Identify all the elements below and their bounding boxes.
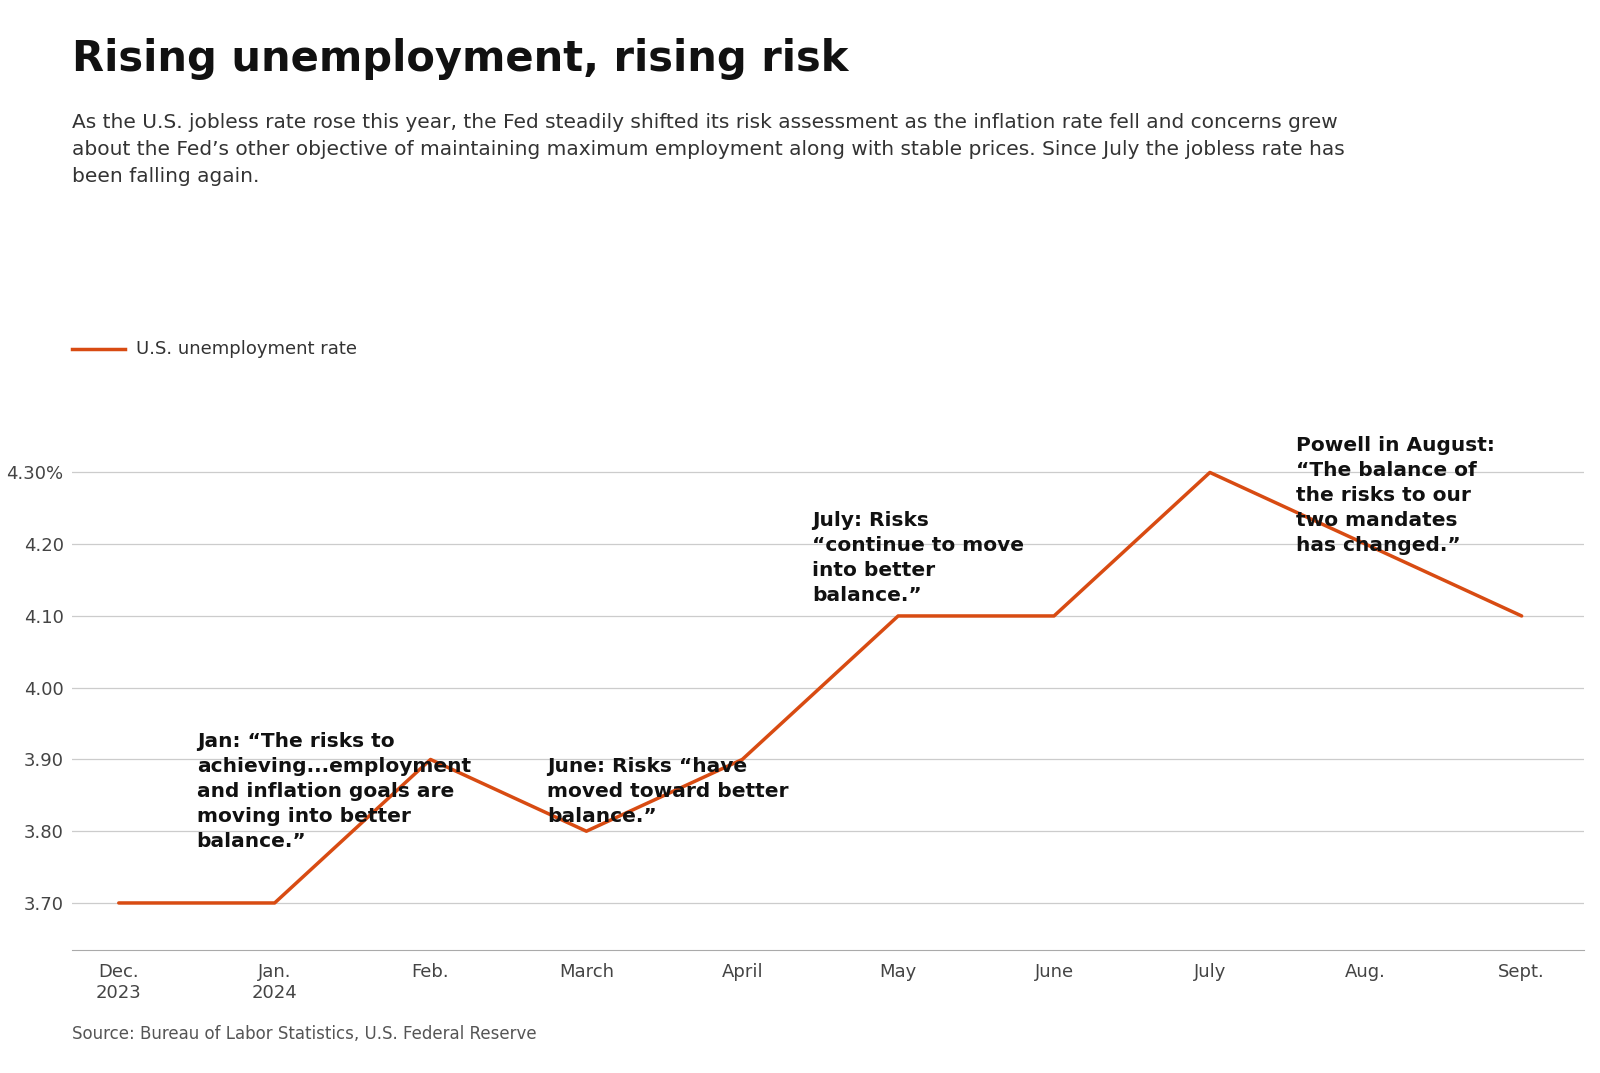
Text: Source: Bureau of Labor Statistics, U.S. Federal Reserve: Source: Bureau of Labor Statistics, U.S.…	[72, 1025, 536, 1043]
Text: June: Risks “have
moved toward better
balance.”: June: Risks “have moved toward better ba…	[547, 758, 789, 826]
Text: Powell in August:
“The balance of
the risks to our
two mandates
has changed.”: Powell in August: “The balance of the ri…	[1296, 436, 1494, 555]
Text: U.S. unemployment rate: U.S. unemployment rate	[136, 340, 357, 357]
Text: July: Risks
“continue to move
into better
balance.”: July: Risks “continue to move into bette…	[813, 511, 1024, 605]
Text: Jan: “The risks to
achieving...employment
and inflation goals are
moving into be: Jan: “The risks to achieving...employmen…	[197, 732, 470, 851]
Text: As the U.S. jobless rate rose this year, the Fed steadily shifted its risk asses: As the U.S. jobless rate rose this year,…	[72, 113, 1344, 186]
Text: Rising unemployment, rising risk: Rising unemployment, rising risk	[72, 38, 848, 79]
